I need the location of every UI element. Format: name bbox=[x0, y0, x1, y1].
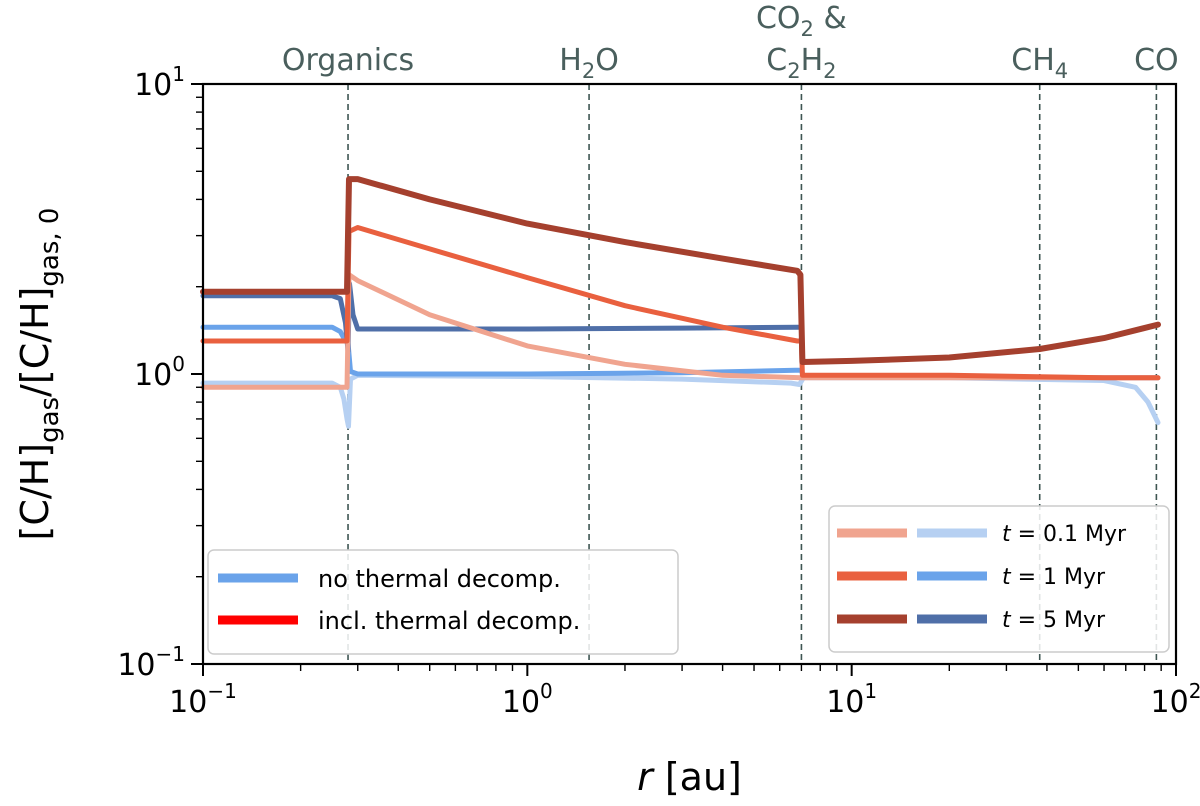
legend-left-label-1: incl. thermal decomp. bbox=[318, 607, 580, 635]
legend-right-label-2: t = 5 Myr bbox=[1002, 608, 1106, 633]
axis-ticks: 10−1 100 101 102 10−1 100 101 bbox=[117, 62, 1200, 720]
series-lines bbox=[200, 176, 1161, 429]
x-tick-label-1: 100 bbox=[502, 679, 553, 720]
legend-right-label-1: t = 1 Myr bbox=[1002, 565, 1106, 590]
y-axis-label: [C/H]gas​/[C/H]gas, 0​ bbox=[13, 208, 65, 541]
series-line-5 bbox=[200, 176, 1161, 365]
snowline-label-0: Organics bbox=[282, 43, 414, 78]
x-tick-label-2: 101 bbox=[826, 679, 877, 720]
x-tick-label-3: 102 bbox=[1151, 679, 1200, 720]
y-tick-label-0: 10−1 bbox=[117, 642, 185, 683]
legend-left-box bbox=[207, 549, 679, 655]
x-tick-label-0: 10−1 bbox=[169, 679, 237, 720]
snowline-labels: Organics H2​O CO2​ &C2​H2​ CH4​ CO bbox=[282, 1, 1179, 83]
x-axis-label: r [au] bbox=[637, 755, 742, 799]
snowline-label-1: H2​O bbox=[559, 43, 619, 83]
legend-left-label-0: no thermal decomp. bbox=[318, 565, 561, 593]
legends: no thermal decomp. incl. thermal decomp. t… bbox=[207, 505, 1170, 655]
legend-right-box bbox=[828, 505, 1170, 653]
axis-labels: r [au] [C/H]gas​/[C/H]gas, 0​ bbox=[13, 208, 742, 799]
legend-right-label-0: t = 0.1 Myr bbox=[1002, 522, 1127, 547]
series-line-0 bbox=[200, 372, 1161, 429]
snowline-label-3: CH4​ bbox=[1011, 43, 1068, 83]
snowline-label-2-a: CO2​ & bbox=[756, 1, 847, 41]
y-tick-label-2: 101 bbox=[134, 62, 185, 103]
y-tick-label-1: 100 bbox=[134, 352, 185, 393]
snowline-label-2-b: C2​H2​ bbox=[766, 43, 836, 83]
snowline-label-4: CO bbox=[1134, 43, 1179, 78]
